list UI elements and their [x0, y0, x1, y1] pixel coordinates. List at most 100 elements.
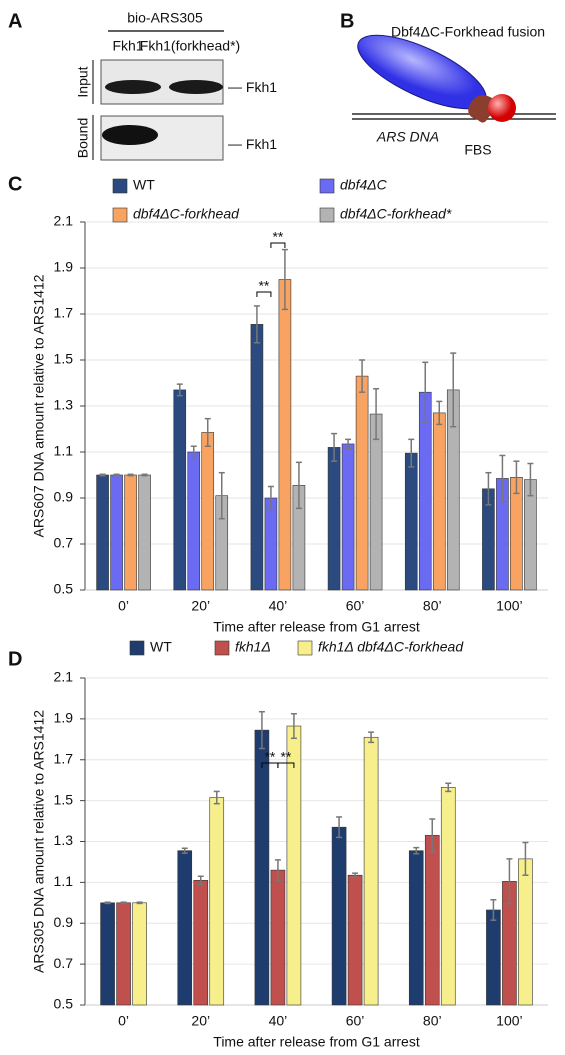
bar [100, 902, 115, 1006]
lane-label: Fkh1(forkhead*) [140, 38, 240, 54]
y-tick-label: 0.5 [54, 996, 74, 1012]
bar [341, 443, 355, 591]
red-sphere [488, 94, 516, 122]
y-tick-label: 1.3 [54, 832, 74, 848]
legend-swatch [112, 178, 128, 194]
panel-letter: B [340, 10, 354, 32]
blot-header: bio-ARS305 [127, 10, 203, 26]
bar [250, 324, 264, 591]
x-tick-label: 80’ [423, 598, 442, 614]
significance-label: ** [280, 749, 291, 765]
significance-label: ** [264, 749, 275, 765]
band-label: — Fkh1 [228, 79, 277, 95]
legend-label: dbf4ΔC [340, 177, 388, 193]
bar [510, 476, 523, 591]
x-tick-label: 0’ [118, 1013, 129, 1029]
y-tick-label: 1.5 [54, 791, 74, 807]
legend-swatch [319, 207, 335, 223]
bar [116, 902, 131, 1006]
panel-letter: C [8, 173, 22, 195]
y-tick-label: 0.7 [54, 955, 74, 971]
band [102, 125, 158, 145]
bar [432, 412, 446, 591]
y-tick-label: 2.1 [54, 213, 74, 229]
legend-swatch [297, 640, 313, 656]
bar [110, 474, 123, 591]
bar [327, 447, 341, 591]
x-tick-label: 100’ [496, 1013, 522, 1029]
bar [369, 413, 383, 591]
bar [201, 432, 215, 591]
legend-label: fkh1Δ dbf4ΔC-forkhead [318, 639, 464, 655]
bar [193, 880, 209, 1006]
row-label: Bound [75, 118, 91, 158]
bar [331, 826, 347, 1006]
bar [404, 452, 418, 591]
row-label: Input [75, 66, 91, 97]
significance-label: ** [272, 229, 283, 245]
y-tick-label: 1.3 [54, 397, 74, 413]
x-tick-label: 60’ [346, 598, 365, 614]
bar [347, 874, 363, 1006]
y-tick-label: 1.5 [54, 351, 74, 367]
legend-label: fkh1Δ [235, 639, 271, 655]
bar [440, 787, 456, 1006]
legend-swatch [112, 207, 128, 223]
forkhead-domain [468, 95, 495, 123]
bar [96, 474, 109, 591]
bar [187, 451, 201, 591]
bar [355, 375, 369, 591]
diagram-title: Dbf4ΔC-Forkhead fusion [391, 24, 545, 40]
bar [254, 729, 270, 1006]
y-tick-label: 1.7 [54, 750, 74, 766]
panel-letter: A [8, 10, 22, 32]
legend-label: WT [133, 177, 155, 193]
legend-label: dbf4ΔC-forkhead [133, 206, 240, 222]
panel-letter: D [8, 648, 22, 670]
y-tick-label: 1.1 [54, 443, 74, 459]
x-tick-label: 20’ [191, 598, 210, 614]
site-label: FBS [464, 142, 491, 158]
x-tick-label: 60’ [346, 1013, 365, 1029]
x-tick-label: 80’ [423, 1013, 442, 1029]
bar [132, 902, 147, 1006]
bar [278, 279, 292, 591]
band [169, 80, 223, 94]
bar [486, 909, 501, 1006]
y-tick-label: 0.5 [54, 581, 74, 597]
x-tick-label: 40’ [269, 598, 288, 614]
x-tick-label: 20’ [191, 1013, 210, 1029]
significance-bracket [277, 762, 295, 768]
y-tick-label: 1.9 [54, 259, 74, 275]
legend-swatch [319, 178, 335, 194]
x-axis-label: Time after release from G1 arrest [213, 619, 420, 635]
bar [408, 850, 424, 1006]
x-axis-label: Time after release from G1 arrest [213, 1034, 420, 1050]
band-label: — Fkh1 [228, 136, 277, 152]
bar [424, 835, 440, 1006]
legend-swatch [129, 640, 145, 656]
bar [209, 797, 225, 1006]
bar [138, 474, 151, 591]
y-tick-label: 1.9 [54, 710, 74, 726]
y-tick-label: 2.1 [54, 669, 74, 685]
bar [124, 474, 137, 591]
significance-label: ** [258, 278, 269, 294]
bar [270, 869, 286, 1006]
x-tick-label: 100’ [496, 598, 522, 614]
bar [177, 850, 193, 1006]
y-axis-label: ARS305 DNA amount relative to ARS1412 [31, 710, 47, 973]
y-tick-label: 0.7 [54, 535, 74, 551]
bar [173, 389, 187, 591]
bar [264, 497, 278, 591]
x-tick-label: 40’ [269, 1013, 288, 1029]
band [105, 80, 161, 94]
band-label-text: Fkh1 [246, 79, 277, 95]
significance-bracket [256, 291, 272, 297]
legend-label: WT [150, 639, 172, 655]
legend-swatch [214, 640, 230, 656]
lane-label: Fkh1 [112, 38, 143, 54]
band-label-text: Fkh1 [246, 136, 277, 152]
y-axis-label: ARS607 DNA amount relative to ARS1412 [31, 274, 47, 537]
